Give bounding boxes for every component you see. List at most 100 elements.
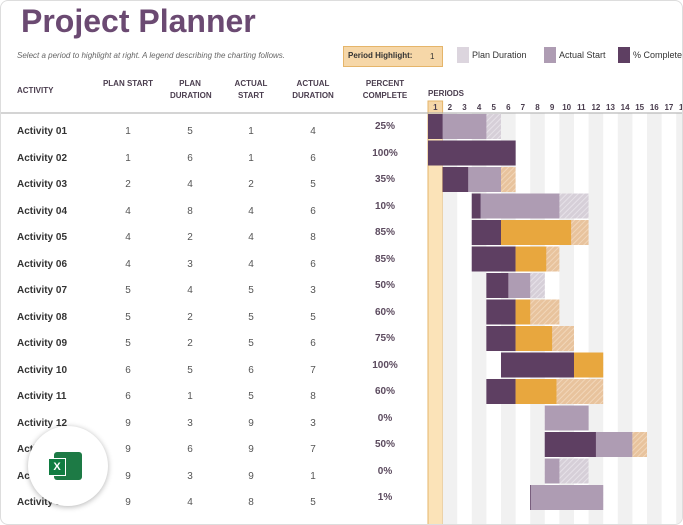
cell: 4 (248, 258, 254, 270)
cell: 9 (125, 417, 131, 429)
cell: 9 (125, 497, 131, 508)
activity-name: Activity 15 (17, 497, 68, 508)
percent-complete: 85% (374, 253, 395, 265)
cell: 9 (125, 444, 131, 455)
cell: 9 (248, 444, 254, 455)
cell: 8 (248, 497, 254, 508)
complete-bar (486, 299, 516, 325)
column-header: PLAN DURATION (170, 79, 212, 100)
percent-complete: 0% (377, 465, 393, 477)
cell: 4 (310, 126, 316, 137)
activity-name: Activity 01 (17, 126, 68, 137)
period-number: 11 (577, 103, 586, 112)
excel-icon: X (48, 452, 82, 480)
activity-name: Activity 12 (17, 417, 68, 429)
actual-bar (471, 193, 560, 219)
cell: 4 (248, 205, 254, 217)
cell: 6 (310, 338, 316, 349)
excel-x: X (48, 458, 66, 476)
period-number: 2 (448, 103, 453, 112)
complete-bar (486, 273, 509, 298)
cell: 4 (125, 232, 131, 243)
cell: 8 (310, 232, 316, 243)
cell: 1 (125, 126, 131, 137)
complete-bar (501, 352, 574, 378)
legend-swatch (544, 47, 556, 63)
cell: 1 (248, 126, 254, 137)
percent-complete: 60% (374, 386, 395, 397)
cell: 5 (187, 364, 193, 376)
activity-name: Activity 11 (17, 391, 67, 402)
cell: 6 (125, 364, 131, 376)
period-number: 3 (462, 103, 467, 112)
subtitle: Select a period to highlight at right. A… (17, 51, 286, 60)
complete-beyond-plan (515, 246, 547, 272)
period-shade (442, 113, 458, 524)
cell: 5 (125, 285, 131, 296)
complete-bar (486, 326, 516, 351)
cell: 6 (125, 391, 131, 402)
complete-beyond-plan (574, 352, 604, 378)
period-shade (617, 113, 633, 524)
period-number: 18 (679, 103, 683, 112)
period-number: 9 (550, 103, 555, 112)
percent-complete: 100% (372, 359, 398, 371)
activity-name: Activity 06 (17, 258, 68, 270)
cell: 8 (310, 391, 316, 402)
legend-swatch (618, 47, 630, 63)
cell: 4 (187, 285, 193, 296)
activity-name: Activity 10 (17, 364, 68, 376)
period-number: 1 (433, 103, 438, 112)
cell: 5 (187, 126, 193, 137)
cell: 3 (187, 258, 193, 270)
cell: 5 (248, 285, 254, 296)
activity-name: Activity 05 (17, 232, 68, 243)
activity-name: Activity 03 (17, 179, 68, 190)
complete-bar (471, 193, 481, 219)
complete-beyond-plan (501, 220, 572, 245)
excel-badge: X (28, 426, 108, 506)
legend-swatch (457, 47, 469, 63)
cell: 3 (310, 417, 316, 429)
period-number: 16 (650, 103, 659, 112)
percent-complete: 25% (374, 121, 395, 132)
period-highlight-label: Period Highlight: (348, 51, 413, 60)
complete-bar (544, 432, 596, 457)
complete-bar (442, 167, 469, 192)
percent-complete: 75% (374, 333, 395, 344)
complete-bar (471, 220, 501, 245)
period-highlight-box: Period Highlight: 1 (343, 46, 443, 67)
actual-bar (544, 405, 589, 431)
percent-complete: 0% (377, 412, 393, 424)
period-number: 15 (635, 103, 644, 112)
cell: 2 (187, 311, 193, 323)
cell: 3 (310, 285, 316, 296)
period-number: 8 (535, 103, 540, 112)
cell: 5 (125, 338, 131, 349)
period-number: 12 (591, 103, 600, 112)
cell: 4 (248, 232, 254, 243)
complete-bar (428, 114, 443, 139)
percent-complete: 10% (374, 200, 395, 212)
complete-bar (530, 485, 531, 510)
period-number: 4 (477, 103, 482, 112)
cell: 9 (248, 470, 254, 482)
period-highlight-value[interactable]: 1 (430, 52, 435, 61)
cell: 8 (187, 205, 193, 217)
cell: 1 (310, 470, 316, 482)
period-shade (647, 113, 662, 524)
cell: 5 (310, 497, 316, 508)
period-number: 7 (521, 103, 526, 112)
column-header: ACTUAL START (234, 79, 268, 100)
legend-label: % Complete (633, 50, 683, 60)
cell: 1 (187, 391, 193, 402)
period-shade (588, 113, 604, 524)
percent-complete: 35% (374, 174, 395, 185)
percent-complete: 100% (372, 147, 398, 159)
cell: 6 (248, 364, 254, 376)
complete-beyond-plan (515, 379, 557, 404)
column-header: PLAN START (102, 79, 154, 88)
cell: 5 (310, 179, 316, 190)
cell: 3 (187, 470, 193, 482)
